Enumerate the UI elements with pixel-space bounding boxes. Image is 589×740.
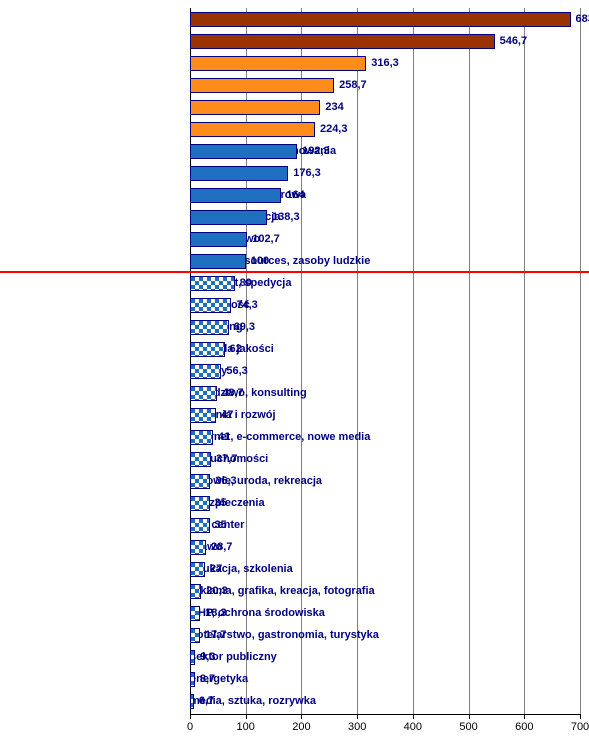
bar: [190, 474, 210, 489]
value-label: 35: [215, 520, 227, 531]
horizontal-bar-chart: 0100200300400500600700sprzedaż683obsługa…: [0, 0, 589, 740]
x-tick-label: 200: [292, 721, 310, 733]
bar: [190, 320, 229, 335]
value-label: 100: [251, 256, 269, 267]
x-tick-label: 0: [187, 721, 193, 733]
gridline: [357, 8, 358, 714]
value-label: 20,3: [206, 586, 227, 597]
bar: [190, 298, 231, 313]
value-label: 18,3: [205, 608, 226, 619]
bar: [190, 408, 216, 423]
value-label: 47: [221, 410, 233, 421]
x-tick-label: 500: [459, 721, 477, 733]
value-label: 164: [286, 190, 304, 201]
bar: [190, 210, 267, 225]
bar: [190, 606, 200, 621]
value-label: 102,7: [252, 234, 280, 245]
bar: [190, 12, 571, 27]
value-label: 28,7: [211, 542, 232, 553]
bar: [190, 144, 297, 159]
bar: [190, 166, 288, 181]
bar: [190, 496, 210, 511]
bar: [190, 540, 206, 555]
value-label: 62: [230, 344, 242, 355]
value-label: 683: [576, 14, 589, 25]
value-label: 234: [325, 102, 343, 113]
bar: [190, 232, 247, 247]
value-label: 258,7: [339, 80, 367, 91]
bar: [190, 672, 195, 687]
bar: [190, 188, 281, 203]
tick-mark: [580, 714, 581, 719]
value-label: 6,7: [199, 696, 214, 707]
gridline: [469, 8, 470, 714]
value-label: 17,7: [205, 630, 226, 641]
bar: [190, 562, 205, 577]
value-label: 48,7: [222, 388, 243, 399]
bar: [190, 584, 201, 599]
value-label: 36,3: [215, 476, 236, 487]
bar: [190, 694, 194, 709]
value-label: 224,3: [320, 124, 348, 135]
x-tick-label: 100: [237, 721, 255, 733]
bar: [190, 122, 315, 137]
x-tick-label: 700: [571, 721, 589, 733]
bar: [190, 430, 213, 445]
value-label: 35: [215, 498, 227, 509]
value-label: 316,3: [371, 58, 399, 69]
bar: [190, 56, 366, 71]
bar: [190, 364, 221, 379]
x-tick-label: 300: [348, 721, 366, 733]
bar: [190, 650, 195, 665]
value-label: 56,3: [226, 366, 247, 377]
value-label: 41: [218, 432, 230, 443]
value-label: 69,3: [234, 322, 255, 333]
gridline: [580, 8, 581, 714]
value-label: 80: [240, 278, 252, 289]
bar: [190, 386, 217, 401]
bar: [190, 276, 235, 291]
value-label: 9,3: [200, 652, 215, 663]
value-label: 74,3: [236, 300, 257, 311]
value-label: 192,3: [302, 146, 330, 157]
divider-line: [0, 271, 589, 273]
bar: [190, 628, 200, 643]
value-label: 27: [210, 564, 222, 575]
x-tick-label: 400: [404, 721, 422, 733]
x-axis: [190, 714, 580, 715]
gridline: [524, 8, 525, 714]
bar: [190, 254, 246, 269]
value-label: 138,3: [272, 212, 300, 223]
gridline: [413, 8, 414, 714]
value-label: 546,7: [500, 36, 528, 47]
bar: [190, 452, 211, 467]
value-label: 176,3: [293, 168, 321, 179]
bar: [190, 78, 334, 93]
bar: [190, 342, 225, 357]
bar: [190, 34, 495, 49]
value-label: 8,7: [200, 674, 215, 685]
value-label: 37,7: [216, 454, 237, 465]
bar: [190, 518, 210, 533]
x-tick-label: 600: [515, 721, 533, 733]
bar: [190, 100, 320, 115]
